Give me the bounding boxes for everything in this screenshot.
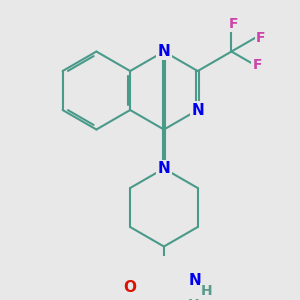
Text: H: H (188, 298, 199, 300)
Text: F: F (229, 17, 238, 31)
Text: O: O (123, 280, 136, 295)
Text: N: N (158, 44, 170, 59)
Text: N: N (191, 103, 204, 118)
Text: H: H (201, 284, 213, 298)
Text: F: F (252, 58, 262, 72)
Text: N: N (189, 273, 202, 288)
Text: F: F (256, 31, 266, 45)
Text: N: N (158, 161, 170, 176)
